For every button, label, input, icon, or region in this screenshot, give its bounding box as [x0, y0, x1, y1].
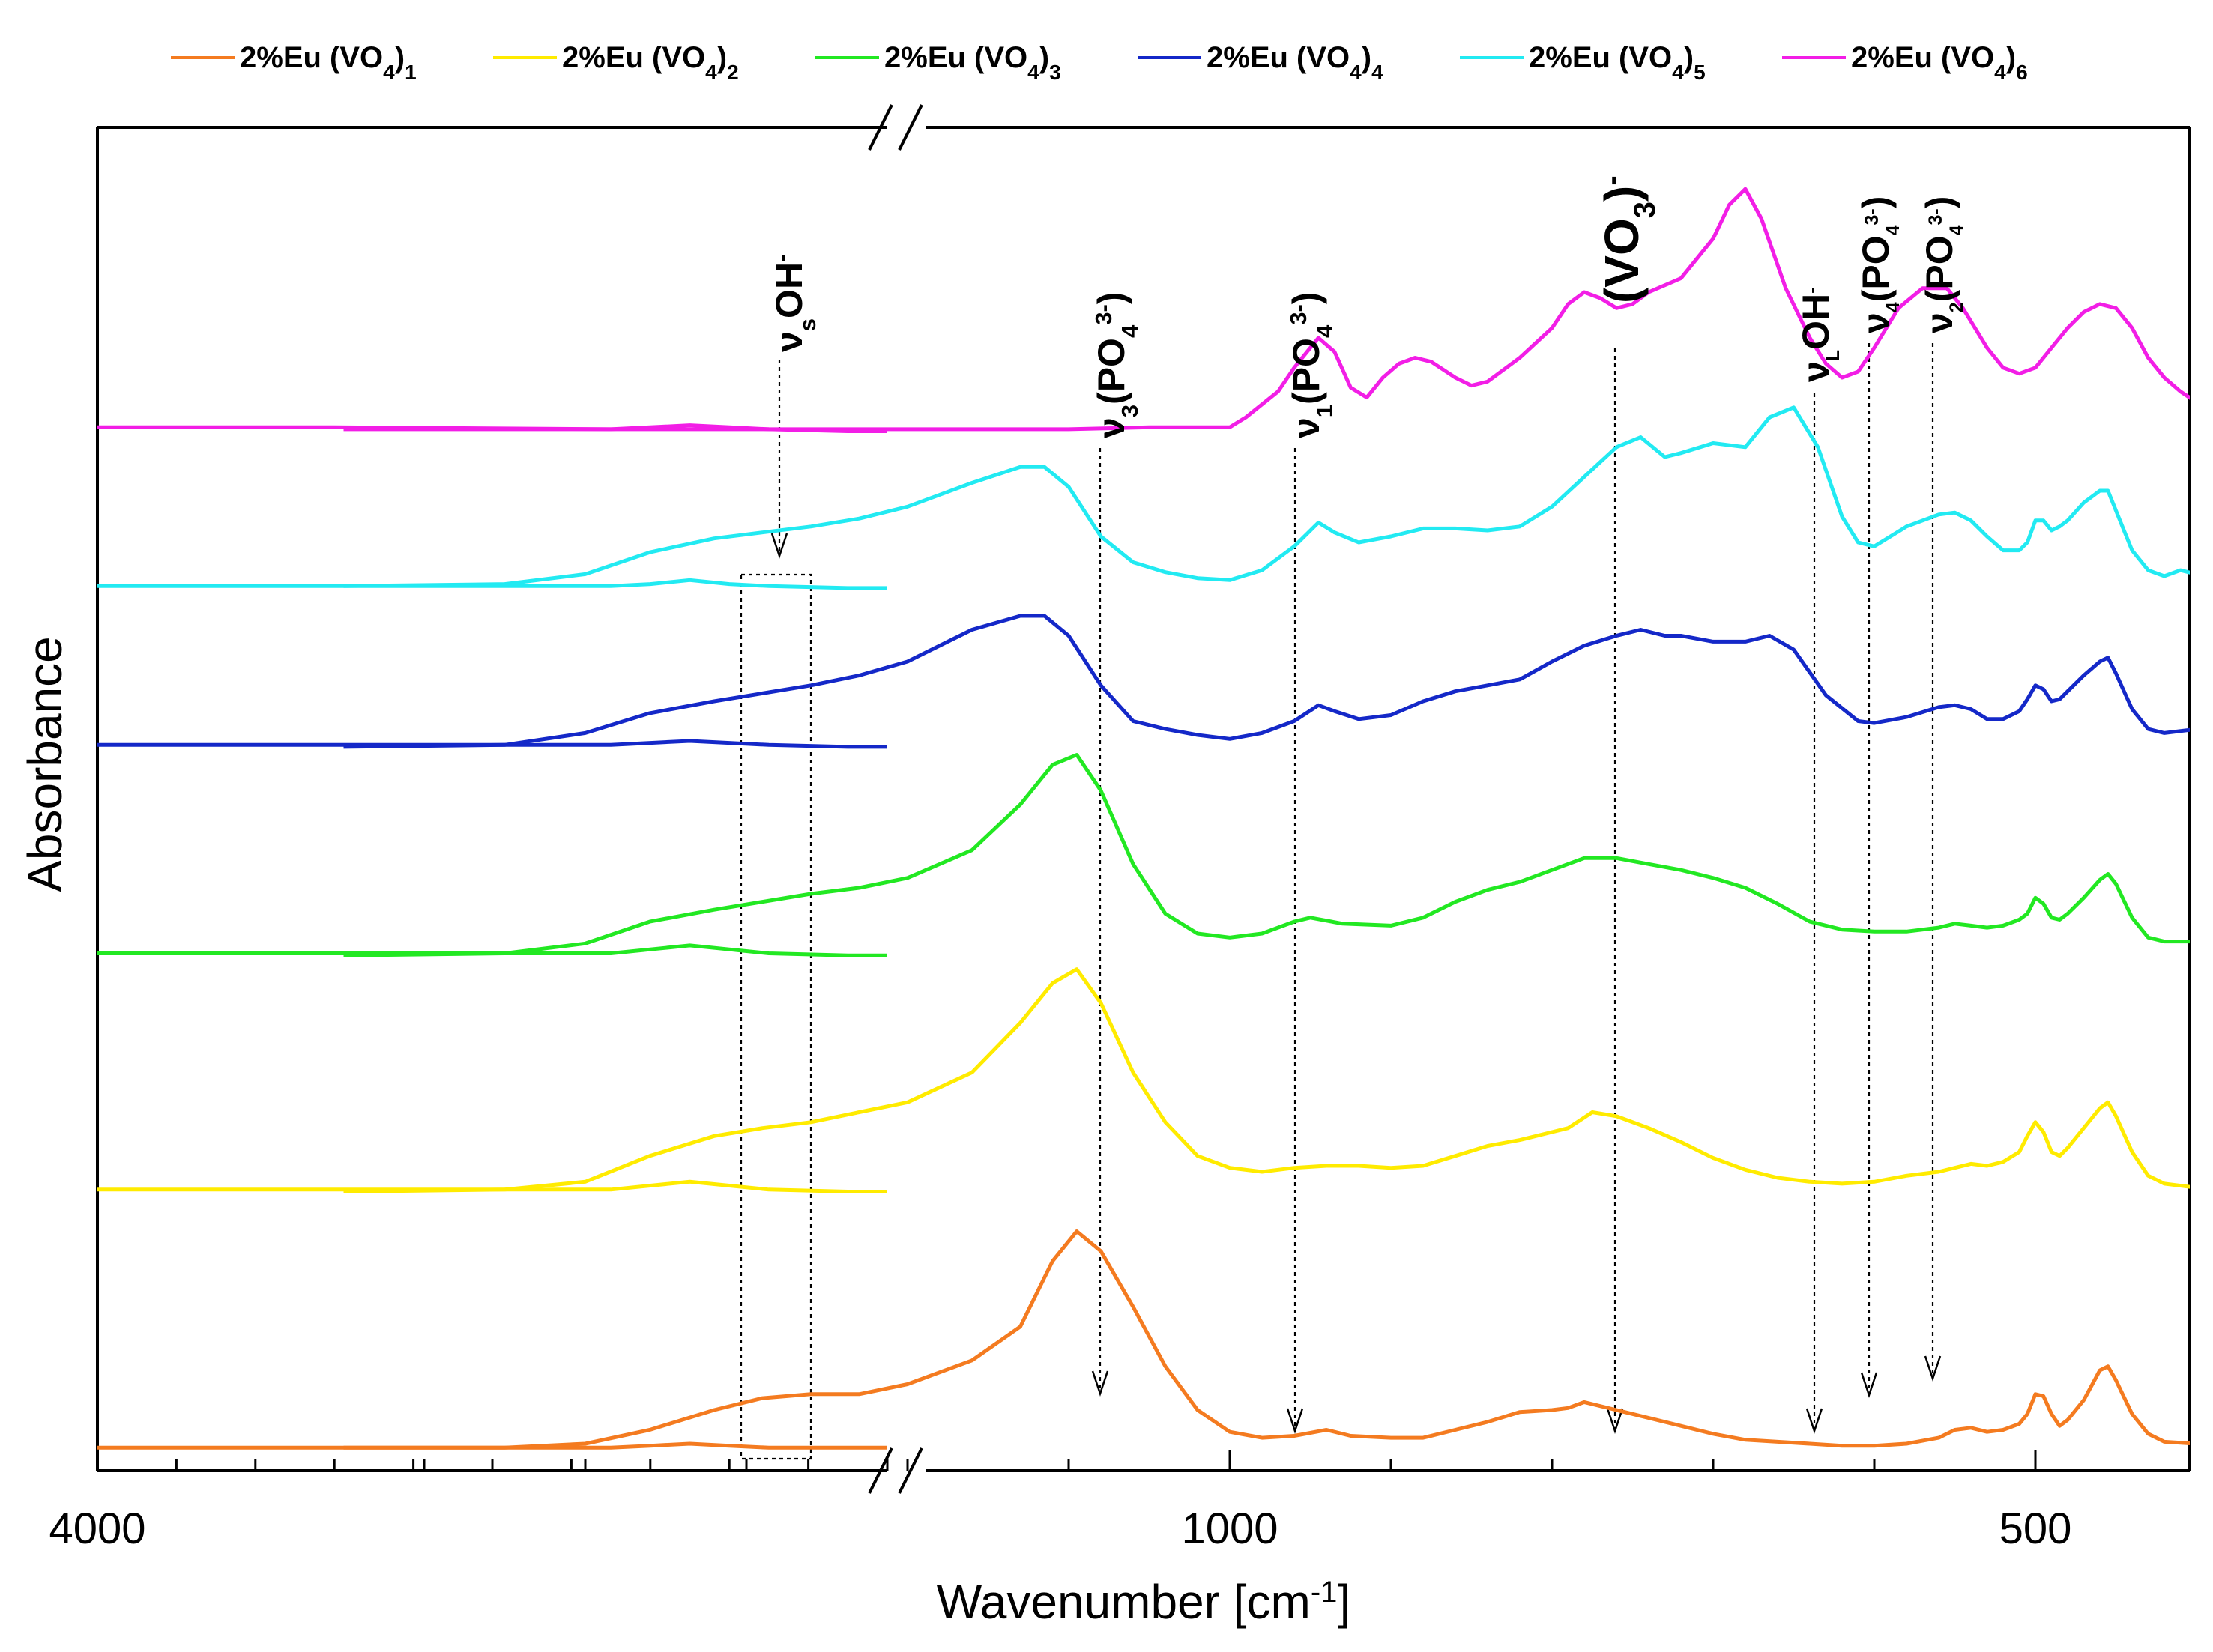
plot-frame [96, 104, 2191, 1494]
guide-arrow-v4 [1860, 1372, 1878, 1398]
series-5 [97, 405, 2190, 590]
annotation-v1: ν1(PO43-) [1285, 292, 1338, 438]
legend-label-4: 2%Eu (VO4)4 [1207, 41, 1383, 84]
x-tick-label-4000: 4000 [49, 1504, 145, 1553]
guide-arrow-vL [1805, 1408, 1823, 1434]
legend-label-5: 2%Eu (VO4)5 [1529, 41, 1706, 84]
legend-label-2: 2%Eu (VO4)2 [562, 41, 739, 84]
annotation-v2: ν2(PO43-) [1918, 196, 1967, 333]
guide-arrow-v1 [1286, 1408, 1304, 1434]
series-5-right-line [343, 405, 2190, 588]
annotation-vs: νsOH- [768, 255, 821, 352]
legend: 2%Eu (VO4)1 2%Eu (VO4)2 2%Eu (VO4)3 2%Eu (V… [171, 41, 2028, 84]
legend-label-3: 2%Eu (VO4)3 [884, 41, 1061, 84]
series-2 [97, 967, 2190, 1193]
series-6 [97, 187, 2190, 433]
series-4 [97, 614, 2190, 749]
series-4-right-line [343, 614, 2190, 749]
annotation-guides [740, 343, 1942, 1460]
axis-break-bottom [868, 1447, 923, 1494]
guide-arrow-v3 [1091, 1370, 1109, 1397]
series-2-right-line [343, 967, 2190, 1193]
x-axis-title: Wavenumber [cm-1] [937, 1575, 1350, 1629]
x-tick-labels: 4000 1000 500 [49, 1504, 2071, 1553]
series-1-right-line [343, 1229, 2190, 1450]
annotation-v3: ν3(PO43-) [1090, 292, 1143, 438]
guide-arrow-v2 [1924, 1355, 1942, 1382]
x-tick-label-500: 500 [1999, 1504, 2072, 1553]
annotation-vo3: (VO3)- [1595, 175, 1661, 303]
series-3-right-line [343, 753, 2190, 957]
series-3 [97, 753, 2190, 957]
voh-region-box [740, 573, 812, 1460]
legend-label-1: 2%Eu (VO4)1 [240, 41, 417, 84]
series-group [97, 187, 2190, 1450]
series-6-right-line [343, 187, 2190, 432]
axis-break-top [868, 104, 923, 151]
x-ticks [96, 1450, 2037, 1471]
x-tick-label-1000: 1000 [1181, 1504, 1278, 1553]
legend-label-6: 2%Eu (VO4)6 [1851, 41, 2028, 84]
guide-arrow-vs [770, 533, 788, 559]
annotation-v4: ν4(PO43-) [1855, 196, 1903, 333]
annotation-labels: νsOH-ν3(PO43-) ν1(PO43-) (VO3)- νLOH-ν4(PO4… [768, 175, 1968, 438]
y-axis-title: Absorbance [18, 636, 72, 892]
annotation-vL: νLOH- [1795, 288, 1844, 382]
series-1 [97, 1229, 2190, 1450]
guide-arrow-vo3 [1606, 1408, 1624, 1434]
